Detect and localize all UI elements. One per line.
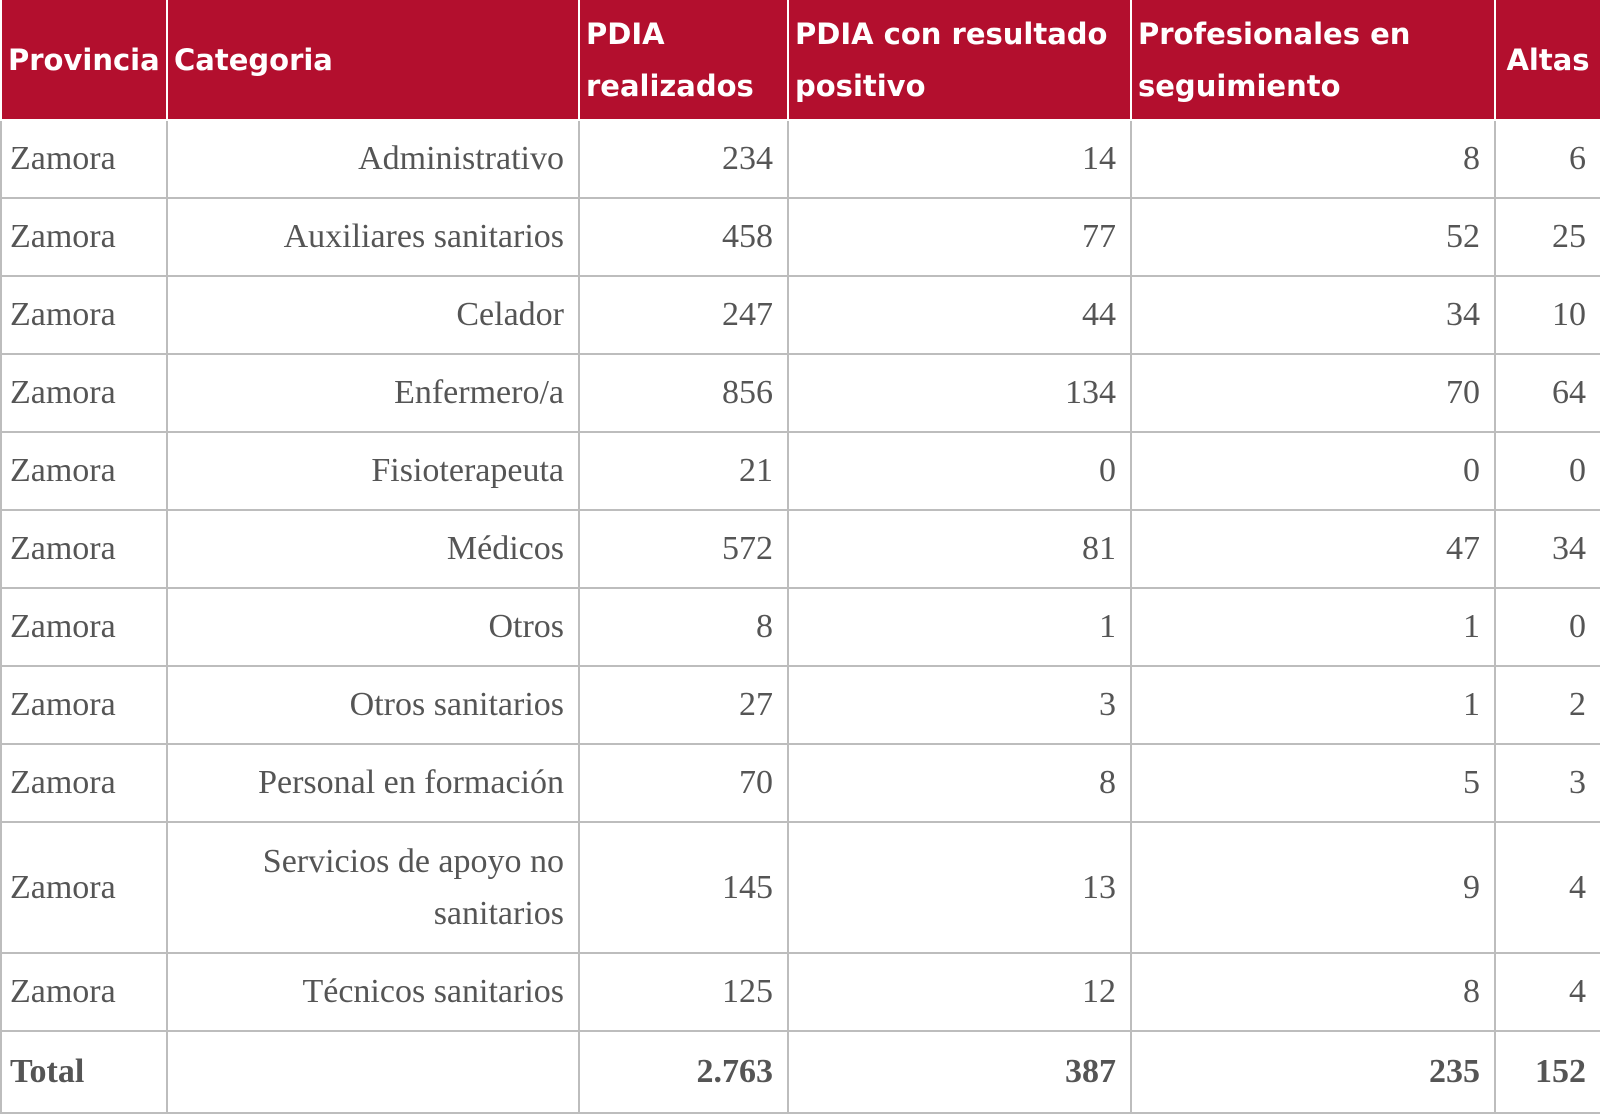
table-cell: Zamora (0, 353, 168, 433)
table-cell: 4 (1494, 821, 1600, 954)
table-cell: 8 (1130, 119, 1496, 199)
header-cell: Altas (1494, 0, 1600, 121)
table-body: Zamora Administrativo 234 14 8 6 Zamora Auxilia… (0, 119, 1600, 1114)
table-cell: 134 (787, 353, 1132, 433)
table-cell: 9 (1130, 821, 1496, 954)
table-row: Zamora Administrativo 234 14 8 6 (0, 119, 1600, 199)
table-cell: Zamora (0, 119, 168, 199)
table-row: Zamora Médicos 572 81 47 34 (0, 509, 1600, 589)
table-cell: Otros sanitarios (166, 665, 580, 745)
table-cell: 34 (1494, 509, 1600, 589)
table-cell: 4 (1494, 952, 1600, 1032)
table-cell: 10 (1494, 275, 1600, 355)
table-cell: Fisioterapeuta (166, 431, 580, 511)
header-cell: Provincia (0, 0, 168, 121)
table-cell: 8 (578, 587, 789, 667)
header-cell: PDIA realizados (578, 0, 789, 121)
total-row: Total 2.763 387 235 152 (0, 1030, 1600, 1114)
table-cell: Otros (166, 587, 580, 667)
table-cell: 52 (1130, 197, 1496, 277)
empty-cell (166, 1030, 580, 1114)
table-cell: 0 (1130, 431, 1496, 511)
table-cell: Zamora (0, 431, 168, 511)
table-row: Zamora Celador 247 44 34 10 (0, 275, 1600, 355)
table-cell: Celador (166, 275, 580, 355)
table-row: Zamora Servicios de apoyo no sanitarios 14… (0, 821, 1600, 954)
table-cell: 25 (1494, 197, 1600, 277)
table-cell: Zamora (0, 275, 168, 355)
table-cell: 2 (1494, 665, 1600, 745)
table-row: Zamora Técnicos sanitarios 125 12 8 4 (0, 952, 1600, 1032)
table-cell: 458 (578, 197, 789, 277)
table-cell: 8 (787, 743, 1132, 823)
table-row: Zamora Otros sanitarios 27 3 1 2 (0, 665, 1600, 745)
table-cell: 3 (787, 665, 1132, 745)
table-cell: 12 (787, 952, 1132, 1032)
table-cell: 247 (578, 275, 789, 355)
total-cell: 235 (1130, 1030, 1496, 1114)
table-cell: 6 (1494, 119, 1600, 199)
table-row: Zamora Enfermero/a 856 134 70 64 (0, 353, 1600, 433)
table-cell: 14 (787, 119, 1132, 199)
table-cell: 1 (1130, 587, 1496, 667)
total-cell: 152 (1494, 1030, 1600, 1114)
table-cell: 0 (1494, 587, 1600, 667)
table-cell: 77 (787, 197, 1132, 277)
table-cell: Técnicos sanitarios (166, 952, 580, 1032)
table-row: Zamora Otros 8 1 1 0 (0, 587, 1600, 667)
table-cell: Zamora (0, 952, 168, 1032)
header-cell: Categoria (166, 0, 580, 121)
table-cell: 3 (1494, 743, 1600, 823)
table-cell: Médicos (166, 509, 580, 589)
table-cell: 0 (1494, 431, 1600, 511)
header-cell: Profesionales en seguimiento (1130, 0, 1496, 121)
table-cell: Zamora (0, 509, 168, 589)
table-cell: 0 (787, 431, 1132, 511)
table-cell: Zamora (0, 743, 168, 823)
table-cell: 125 (578, 952, 789, 1032)
total-cell: 387 (787, 1030, 1132, 1114)
table-row: Zamora Auxiliares sanitarios 458 77 52 25 (0, 197, 1600, 277)
table-row: Zamora Fisioterapeuta 21 0 0 0 (0, 431, 1600, 511)
total-cell: 2.763 (578, 1030, 789, 1114)
table-cell: 70 (578, 743, 789, 823)
table-cell: 1 (787, 587, 1132, 667)
table-row: Zamora Personal en formación 70 8 5 3 (0, 743, 1600, 823)
header-cell: PDIA con resultado positivo (787, 0, 1132, 121)
table-cell: 21 (578, 431, 789, 511)
table-cell: 81 (787, 509, 1132, 589)
table-cell: 145 (578, 821, 789, 954)
total-label: Total (0, 1030, 168, 1114)
table-cell: Auxiliares sanitarios (166, 197, 580, 277)
table-cell: 34 (1130, 275, 1496, 355)
table-cell: 44 (787, 275, 1132, 355)
table-cell: Zamora (0, 587, 168, 667)
table-cell: Zamora (0, 821, 168, 954)
table-cell: Administrativo (166, 119, 580, 199)
table-cell: Zamora (0, 665, 168, 745)
table-cell: 27 (578, 665, 789, 745)
table-cell: 8 (1130, 952, 1496, 1032)
table-cell: 70 (1130, 353, 1496, 433)
table-cell: 47 (1130, 509, 1496, 589)
table-cell: Servicios de apoyo no sanitarios (166, 821, 580, 954)
table-cell: 234 (578, 119, 789, 199)
table-cell: Zamora (0, 197, 168, 277)
table-cell: Personal en formación (166, 743, 580, 823)
table-cell: 13 (787, 821, 1132, 954)
header-row: Provincia Categoria PDIA realizados PDIA co… (0, 0, 1600, 121)
table-cell: 572 (578, 509, 789, 589)
table-cell: 856 (578, 353, 789, 433)
table-cell: 5 (1130, 743, 1496, 823)
table-cell: 1 (1130, 665, 1496, 745)
table-cell: 64 (1494, 353, 1600, 433)
table-cell: Enfermero/a (166, 353, 580, 433)
